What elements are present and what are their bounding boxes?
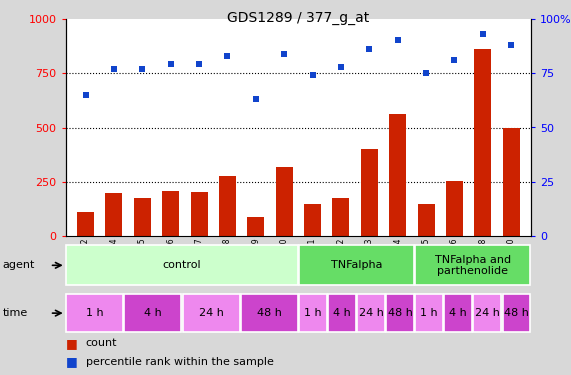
Text: 1 h: 1 h: [86, 308, 103, 318]
Text: 24 h: 24 h: [199, 308, 223, 318]
Point: [365, 46, 374, 52]
Text: control: control: [163, 260, 202, 270]
Bar: [328, 294, 356, 332]
Bar: [502, 128, 520, 236]
Point: [478, 31, 488, 37]
Point: [421, 70, 431, 76]
Bar: [444, 294, 472, 332]
Text: agent: agent: [3, 260, 35, 270]
Point: [336, 64, 345, 70]
Bar: [415, 294, 443, 332]
Bar: [361, 149, 378, 236]
Point: [109, 66, 118, 72]
Bar: [332, 198, 349, 236]
Bar: [183, 294, 240, 332]
Point: [393, 38, 402, 44]
Point: [506, 42, 516, 48]
Bar: [304, 204, 321, 236]
Bar: [386, 294, 414, 332]
Bar: [446, 181, 463, 236]
Bar: [241, 294, 297, 332]
Bar: [134, 198, 151, 236]
Text: GDS1289 / 377_g_at: GDS1289 / 377_g_at: [227, 11, 369, 25]
Point: [308, 72, 317, 78]
Text: TNFalpha and
parthenolide: TNFalpha and parthenolide: [435, 255, 511, 276]
Bar: [417, 204, 435, 236]
Text: 48 h: 48 h: [504, 308, 529, 318]
Bar: [299, 246, 414, 285]
Bar: [191, 192, 207, 236]
Bar: [124, 294, 182, 332]
Bar: [106, 193, 122, 236]
Bar: [473, 294, 501, 332]
Text: TNFalpha: TNFalpha: [331, 260, 382, 270]
Bar: [357, 294, 385, 332]
Bar: [389, 114, 406, 236]
Bar: [276, 166, 293, 236]
Point: [251, 96, 260, 102]
Bar: [162, 190, 179, 236]
Point: [81, 92, 90, 98]
Bar: [66, 246, 297, 285]
Text: 48 h: 48 h: [388, 308, 413, 318]
Bar: [247, 217, 264, 236]
Text: 24 h: 24 h: [475, 308, 500, 318]
Bar: [299, 294, 327, 332]
Text: 4 h: 4 h: [449, 308, 467, 318]
Text: count: count: [86, 338, 117, 348]
Point: [223, 53, 232, 59]
Bar: [77, 212, 94, 236]
Bar: [502, 294, 530, 332]
Text: time: time: [3, 308, 28, 318]
Text: 1 h: 1 h: [420, 308, 438, 318]
Text: 1 h: 1 h: [304, 308, 321, 318]
Text: ■: ■: [66, 356, 78, 368]
Text: 24 h: 24 h: [359, 308, 384, 318]
Bar: [66, 294, 123, 332]
Point: [138, 66, 147, 72]
Text: 4 h: 4 h: [144, 308, 162, 318]
Bar: [219, 177, 236, 236]
Text: 4 h: 4 h: [333, 308, 351, 318]
Point: [166, 62, 175, 68]
Text: percentile rank within the sample: percentile rank within the sample: [86, 357, 274, 367]
Point: [450, 57, 459, 63]
Point: [195, 62, 204, 68]
Bar: [475, 49, 491, 236]
Bar: [415, 246, 530, 285]
Text: 48 h: 48 h: [257, 308, 282, 318]
Text: ■: ■: [66, 337, 78, 350]
Point: [280, 51, 289, 57]
